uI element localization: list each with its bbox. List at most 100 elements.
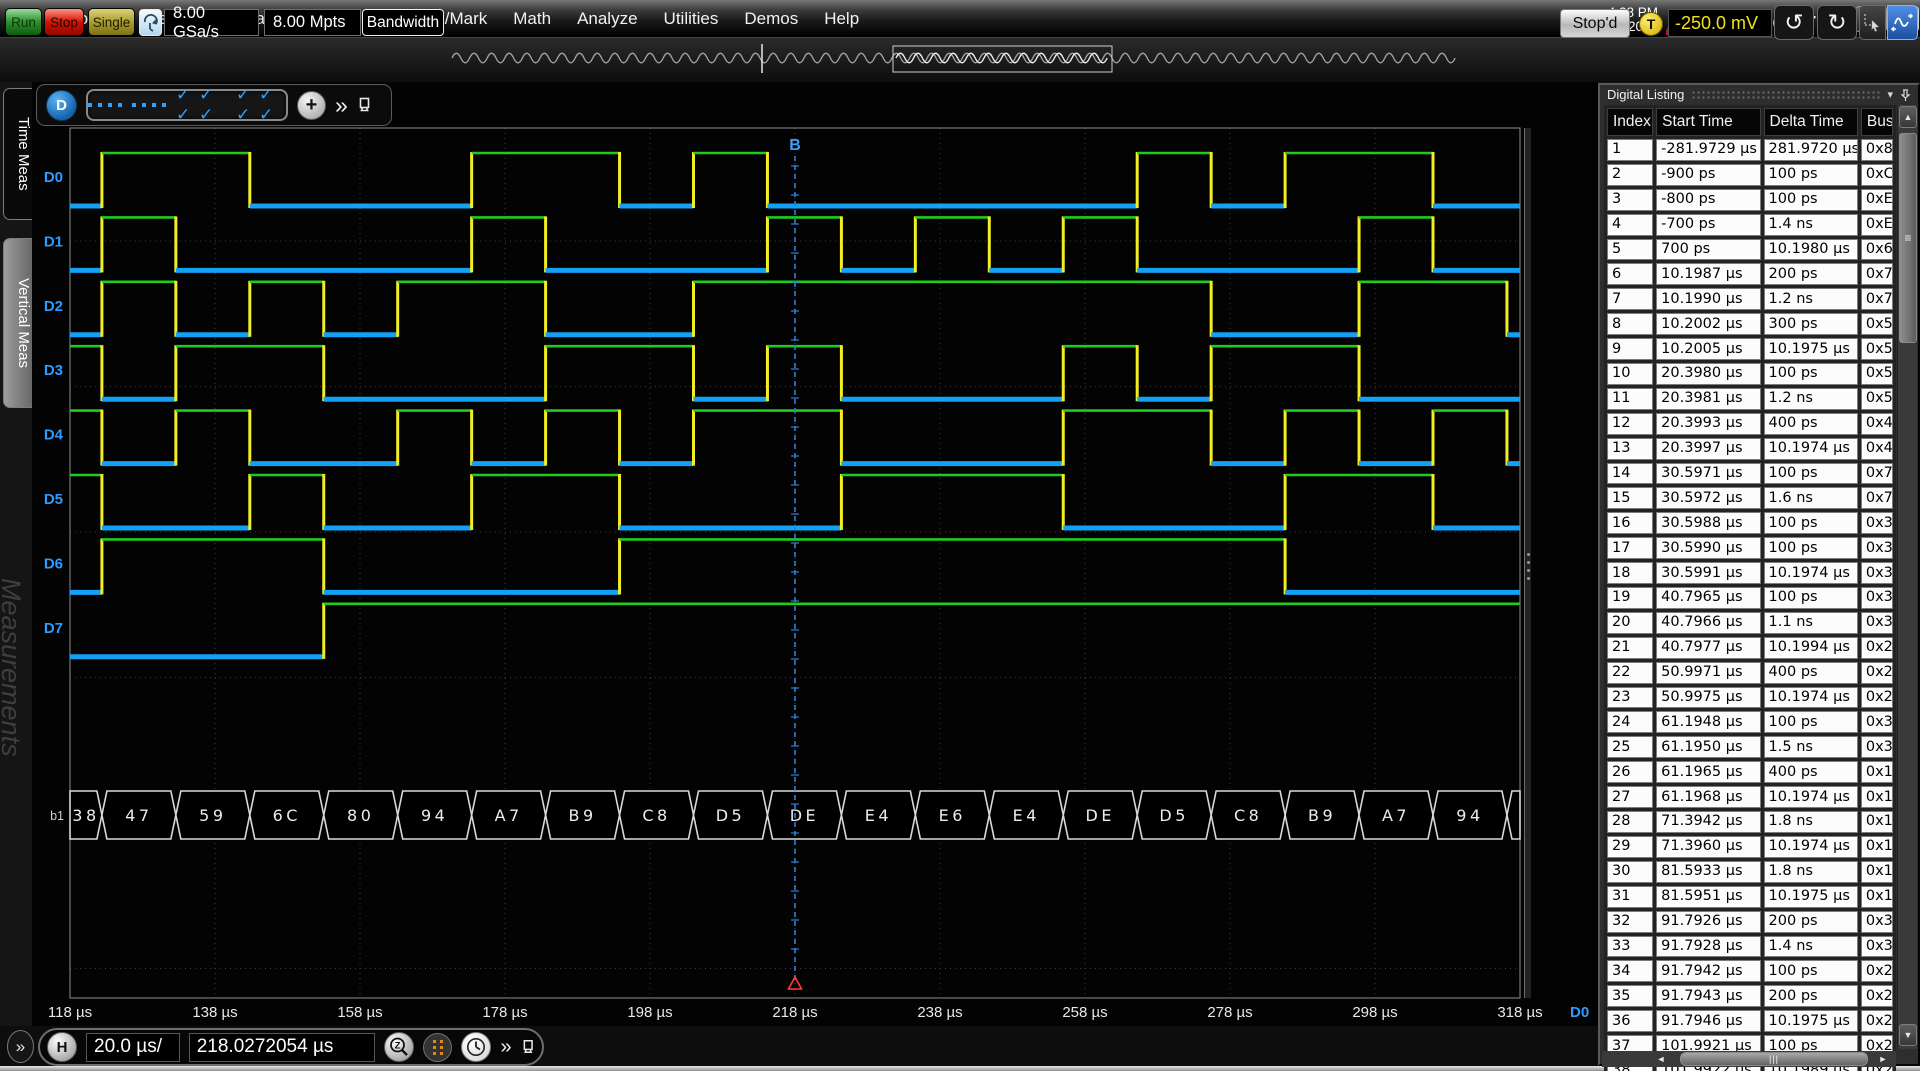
table-row[interactable]: 1730.5990 µs100 ps0x3D <box>1607 537 1893 559</box>
bandwidth-button[interactable]: Bandwidth <box>362 9 444 36</box>
column-header-index[interactable]: Index <box>1607 108 1653 136</box>
menu-utilities[interactable]: Utilities <box>651 9 732 29</box>
time-axis-label: 198 µs <box>627 1004 672 1021</box>
waveform-drag-tool-button[interactable] <box>1887 5 1918 40</box>
digital-listing-table[interactable]: IndexStart TimeDelta TimeBus 1 1-281.972… <box>1604 105 1896 1071</box>
table-row[interactable]: 4-700 ps1.4 ns0xEC <box>1607 214 1893 236</box>
table-row[interactable]: 2561.1950 µs1.5 ns0x3E <box>1607 736 1893 758</box>
table-row[interactable]: 3081.5933 µs1.8 ns0x1E <box>1607 861 1893 883</box>
run-button[interactable]: Run <box>5 8 42 36</box>
horizontal-scroll-thumb[interactable]: ||| <box>1680 1052 1868 1066</box>
digital-group-button[interactable]: D <box>46 90 77 121</box>
oscilloscope-app-window: FileControlSetupDisplayTriggerMeasure/Ma… <box>0 0 1920 1071</box>
horizontal-badge[interactable]: H <box>47 1032 77 1062</box>
panel-splitter[interactable] <box>1524 128 1531 998</box>
memory-depth-display[interactable]: 8.00 Mpts <box>264 9 361 36</box>
table-row[interactable]: 1320.3997 µs10.1974 µs0x47 <box>1607 438 1893 460</box>
table-row[interactable]: 1-281.9729 µs281.9720 µs0x80 <box>1607 139 1893 161</box>
time-axis-label: 238 µs <box>917 1004 962 1021</box>
panel-pin-icon[interactable] <box>1900 89 1911 101</box>
touch-gesture-icon <box>143 14 159 32</box>
menu-analyze[interactable]: Analyze <box>564 9 650 29</box>
table-row[interactable]: 910.2005 µs10.1975 µs0x59 <box>1607 338 1893 360</box>
table-row[interactable]: 1020.3980 µs100 ps0x5D <box>1607 363 1893 385</box>
timebase-scale-field[interactable]: 20.0 µs/ <box>86 1033 180 1062</box>
zoom-mode-button[interactable]: Z <box>384 1032 414 1062</box>
scroll-right-button[interactable]: ► <box>1872 1051 1894 1067</box>
table-body: 1-281.9729 µs281.9720 µs0x80 2-900 ps100 … <box>1607 139 1893 1071</box>
table-row[interactable]: 3591.7943 µs200 ps0x26 <box>1607 985 1893 1007</box>
acquisition-time-button[interactable] <box>461 1032 491 1062</box>
table-row[interactable]: 710.1990 µs1.2 ns0x7D <box>1607 288 1893 310</box>
table-row[interactable]: 2040.7966 µs1.1 ns0x3B <box>1607 612 1893 634</box>
table-row[interactable]: 1630.5988 µs100 ps0x3F <box>1607 512 1893 534</box>
table-row[interactable]: 3291.7926 µs200 ps0x3C <box>1607 911 1893 933</box>
table-row[interactable]: 1430.5971 µs100 ps0x77 <box>1607 463 1893 485</box>
cursors-button[interactable] <box>423 1033 452 1062</box>
column-header-delta-time[interactable]: Delta Time <box>1764 108 1858 136</box>
tab-time-meas[interactable]: Time Meas <box>3 88 32 220</box>
more-chevrons-icon[interactable]: » <box>500 1036 511 1059</box>
scroll-left-button[interactable]: ◄ <box>1650 1051 1672 1067</box>
table-row[interactable]: 3-800 ps100 ps0xE0 <box>1607 189 1893 211</box>
table-row[interactable]: 2350.9975 µs10.1974 µs0x22 <box>1607 687 1893 709</box>
vertical-scrollbar[interactable]: ▲ ≡ ▼ <box>1897 105 1917 1049</box>
undock-icon[interactable] <box>357 97 372 113</box>
table-row[interactable]: 3391.7928 µs1.4 ns0x3E <box>1607 936 1893 958</box>
table-row[interactable]: 5700 ps10.1980 µs0x6C <box>1607 239 1893 261</box>
menu-math[interactable]: Math <box>500 9 564 29</box>
expand-chevrons-icon[interactable]: » <box>335 92 348 119</box>
acquisition-toolbar <box>0 37 1920 82</box>
table-row[interactable]: 3181.5951 µs10.1975 µs0x1C <box>1607 886 1893 908</box>
table-row[interactable]: 2140.7977 µs10.1994 µs0x2B <box>1607 637 1893 659</box>
table-row[interactable]: 810.2002 µs300 ps0x5D <box>1607 313 1893 335</box>
table-row[interactable]: 2461.1948 µs100 ps0x32 <box>1607 711 1893 733</box>
time-axis-label: 298 µs <box>1352 1004 1397 1021</box>
horizontal-position-field[interactable]: 218.0272054 µs <box>189 1033 376 1062</box>
scroll-down-button[interactable]: ▼ <box>1899 1024 1917 1046</box>
table-row[interactable]: 2871.3942 µs1.8 ns0x1E <box>1607 811 1893 833</box>
waveform-display-panel[interactable] <box>32 82 1598 1026</box>
acquisition-status-button[interactable]: Stop'd <box>1560 9 1630 38</box>
table-row[interactable]: 3491.7942 µs100 ps0x2E <box>1607 960 1893 982</box>
touch-button[interactable] <box>139 9 162 36</box>
undo-button[interactable]: ↺ <box>1774 5 1814 40</box>
tab-vertical-meas[interactable]: Vertical Meas <box>3 238 32 408</box>
table-row[interactable]: 1830.5991 µs10.1974 µs0x38 <box>1607 562 1893 584</box>
menu-help[interactable]: Help <box>811 9 872 29</box>
table-row[interactable]: 2971.3960 µs10.1974 µs0x1A <box>1607 836 1893 858</box>
horizontal-scrollbar[interactable]: ◄ ||| ► <box>1602 1051 1896 1067</box>
panel-collapse-icon[interactable]: ▾ <box>1887 88 1893 101</box>
table-row[interactable]: 2250.9971 µs400 ps0x23 <box>1607 662 1893 684</box>
panel-title-bar[interactable]: Digital Listing ▾ <box>1600 85 1918 104</box>
vertical-scroll-thumb[interactable]: ≡ <box>1899 133 1917 343</box>
expand-panel-button[interactable]: » <box>7 1030 34 1063</box>
table-row[interactable]: 1220.3993 µs400 ps0x4F <box>1607 413 1893 435</box>
stop-button[interactable]: Stop <box>44 8 84 36</box>
table-row[interactable]: 3691.7946 µs10.1975 µs0x22 <box>1607 1010 1893 1032</box>
digital-channel-bar: D ✓ ✓ ✓ ✓✓ ✓ ✓ ✓ + » <box>36 84 392 126</box>
column-header-bus-1[interactable]: Bus 1 <box>1861 108 1893 136</box>
redo-button[interactable]: ↻ <box>1817 5 1857 40</box>
table-row[interactable]: 2-900 ps100 ps0xC0 <box>1607 164 1893 186</box>
clock-icon <box>466 1037 486 1057</box>
column-header-start-time[interactable]: Start Time <box>1656 108 1760 136</box>
single-button[interactable]: Single <box>88 8 135 36</box>
table-row[interactable]: 610.1987 µs200 ps0x7C <box>1607 263 1893 285</box>
scroll-up-button[interactable]: ▲ <box>1899 106 1917 128</box>
undock-horizontal-icon[interactable] <box>521 1039 535 1055</box>
table-row[interactable]: 1120.3981 µs1.2 ns0x5F <box>1607 388 1893 410</box>
menu-demos[interactable]: Demos <box>731 9 811 29</box>
table-row[interactable]: 1940.7965 µs100 ps0x3A <box>1607 587 1893 609</box>
sample-rate-display[interactable]: 8.00 GSa/s <box>164 9 259 36</box>
channels-on-group: ✓ ✓ ✓ ✓ <box>236 85 286 125</box>
table-row[interactable]: 2761.1968 µs10.1974 µs0x1C <box>1607 786 1893 808</box>
table-row[interactable]: 1530.5972 µs1.6 ns0x7F <box>1607 487 1893 509</box>
channels-on-group: ✓ ✓ ✓ ✓ <box>176 85 226 125</box>
table-row[interactable]: 2661.1965 µs400 ps0x1E <box>1607 761 1893 783</box>
digital-channel-pattern[interactable]: ✓ ✓ ✓ ✓✓ ✓ ✓ ✓ <box>86 89 288 121</box>
pointer-tool-button[interactable] <box>1859 5 1886 40</box>
channels-off-group <box>132 103 166 107</box>
add-channel-button[interactable]: + <box>297 91 326 120</box>
trigger-level-field[interactable]: -250.0 mV <box>1668 9 1772 37</box>
